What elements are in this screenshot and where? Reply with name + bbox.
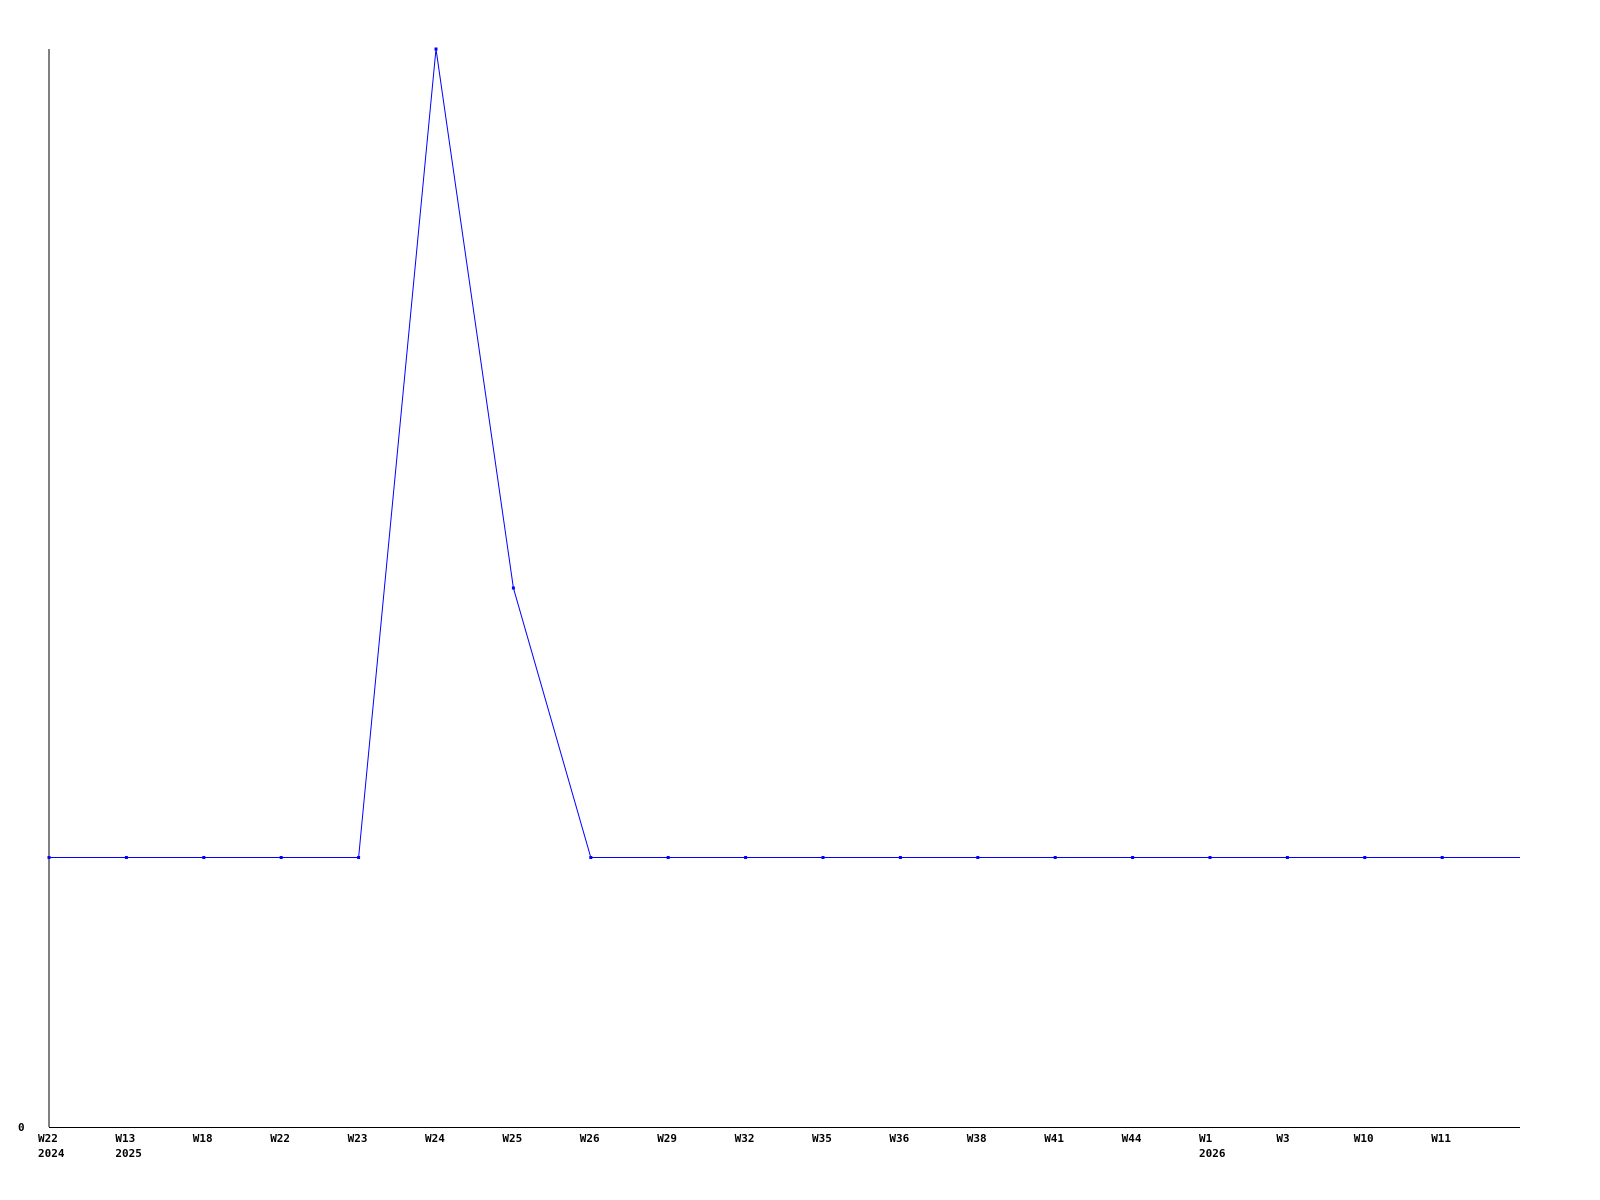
x-tick-label: W38 [967, 1132, 987, 1145]
x-tick-label: W18 [193, 1132, 213, 1145]
x-tick-label: W24 [425, 1132, 445, 1145]
data-point [1440, 856, 1444, 859]
x-tick-label: W1 [1199, 1132, 1213, 1145]
x-tick-label: W11 [1431, 1132, 1451, 1145]
x-tick-label: W41 [1044, 1132, 1064, 1145]
data-point [1053, 856, 1057, 859]
data-point [821, 856, 825, 859]
x-tick-label: W3 [1276, 1132, 1289, 1145]
x-year-label: 2025 [115, 1147, 141, 1160]
data-point [202, 856, 206, 859]
x-tick-label: W10 [1354, 1132, 1374, 1145]
data-point [47, 856, 51, 859]
x-tick-label: W25 [502, 1132, 522, 1145]
x-tick-label: W22 [270, 1132, 290, 1145]
x-tick-label: W23 [348, 1132, 368, 1145]
data-point [666, 856, 670, 859]
x-tick-label: W36 [889, 1132, 909, 1145]
x-tick-label: W22 [38, 1132, 58, 1145]
x-tick-label: W26 [580, 1132, 600, 1145]
data-point [898, 856, 902, 859]
data-point [357, 856, 361, 859]
data-point [434, 47, 438, 51]
data-point [511, 586, 515, 590]
x-tick-label: W29 [657, 1132, 677, 1145]
x-tick-label: W13 [115, 1132, 135, 1145]
data-point [589, 856, 593, 859]
x-tick-label: W44 [1122, 1132, 1142, 1145]
data-point [1208, 856, 1212, 859]
data-point [744, 856, 748, 859]
x-year-label: 2024 [38, 1147, 65, 1160]
data-point [1363, 856, 1367, 859]
data-point [124, 856, 128, 859]
data-point [1131, 856, 1135, 859]
x-tick-label: W32 [735, 1132, 755, 1145]
data-point [976, 856, 980, 859]
data-point [279, 856, 283, 859]
y-tick-label: 0 [18, 1121, 25, 1134]
x-tick-label: W35 [812, 1132, 832, 1145]
data-point [1285, 856, 1289, 859]
x-year-label: 2026 [1199, 1147, 1226, 1160]
series-line [49, 48, 1520, 858]
